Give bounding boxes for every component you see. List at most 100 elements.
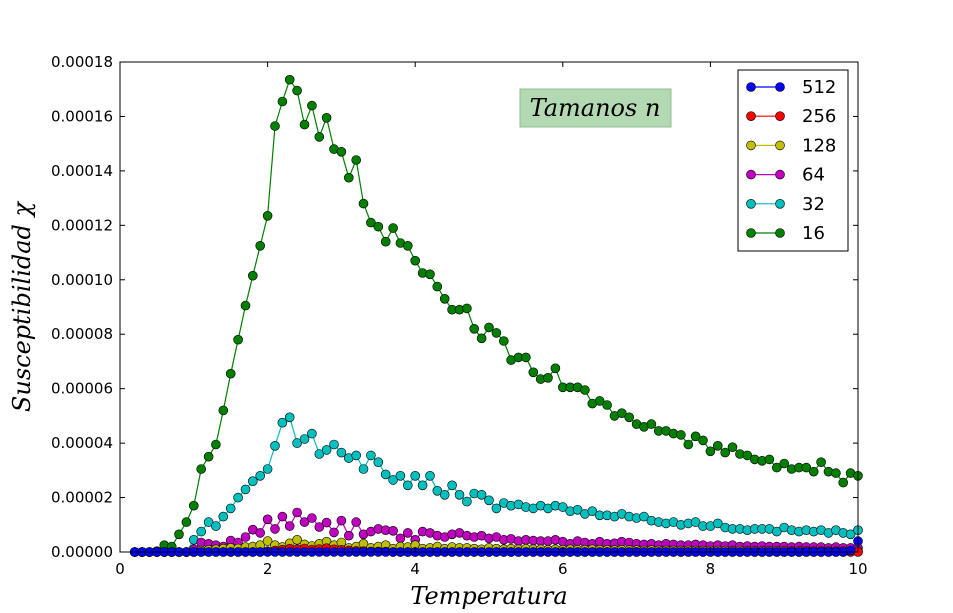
data-point [845,529,856,540]
data-point [572,504,583,515]
data-point [410,255,421,266]
data-point [602,400,612,410]
data-point [801,462,812,473]
plot-frame [119,61,859,553]
data-point [343,530,354,541]
data-point [388,525,398,536]
y-tick-label: 0.00004 [51,434,113,452]
x-tick-label: 2 [263,560,273,578]
data-point [491,503,502,514]
legend-label: 64 [802,165,825,186]
data-point [484,495,494,506]
data-point [255,470,266,481]
data-point [779,458,790,469]
data-point [624,412,635,423]
y-tick-label: 0.00012 [51,216,113,234]
data-point [196,464,206,474]
data-point [299,434,310,444]
data-point [262,536,273,546]
data-point [292,85,302,96]
data-point [314,132,325,142]
data-point [351,155,362,165]
data-point [402,480,413,491]
data-point [211,439,221,450]
data-point [462,496,472,507]
data-point [395,470,406,481]
legend-marker [746,199,756,209]
legend-label: 32 [802,194,825,215]
data-point [808,466,819,477]
data-point [262,464,273,474]
y-axis: 0.00000 0.00002 0.00004 0.00006 0.00008 0.000… [51,53,858,561]
legend-item: 128 [746,135,836,156]
data-point [831,468,841,478]
y-axis-title: Susceptibilidad χ [8,200,36,412]
legend-marker [775,140,785,151]
data-point [314,449,325,459]
data-point [329,439,339,450]
data-point [771,462,782,473]
data-point [528,367,539,378]
data-point [321,445,332,455]
data-point [351,517,362,527]
y-tick-label: 0.00000 [51,543,113,561]
x-tick-label: 0 [115,560,125,578]
data-point [284,412,295,423]
data-point [845,545,856,556]
data-point [240,300,251,311]
data-point [676,430,686,440]
data-point [683,439,694,450]
data-point [454,489,465,500]
data-point [439,293,450,304]
legend-label: 16 [802,223,825,244]
data-point [270,440,280,451]
y-tick-label: 0.00002 [51,489,113,507]
legend-item: 32 [746,194,825,215]
data-point [225,503,236,514]
legend-item: 64 [746,165,825,186]
data-point [277,96,288,107]
data-point [262,211,273,221]
data-point [203,451,214,462]
data-point [402,528,413,538]
data-point [771,526,782,537]
data-point [425,470,435,481]
data-point [432,485,443,496]
data-point [307,100,317,111]
data-point [543,372,553,383]
data-point [402,241,413,251]
data-point [196,526,206,537]
data-point [410,470,421,481]
data-point [727,442,738,453]
series-16 [130,74,863,557]
data-point [447,480,457,491]
data-point [262,514,273,525]
data-point [174,529,184,540]
data-point [491,328,502,338]
legend-marker [775,169,785,180]
legend-marker [746,82,756,92]
data-point [284,521,295,531]
data-point [181,517,192,527]
data-point [336,147,347,157]
legend-marker [775,111,785,121]
data-point [218,511,229,522]
data-point [690,431,701,442]
data-point [432,281,443,292]
data-point [594,396,605,406]
data-point [639,511,649,522]
legend-frame [737,69,849,252]
legend-label: 128 [802,135,836,156]
data-point [307,428,317,439]
data-point [343,172,354,183]
series-32 [130,412,863,557]
data-point [277,417,288,428]
data-point [307,513,317,523]
data-point [329,527,339,538]
data-point [351,450,362,461]
data-point [321,113,332,123]
annotation-box: Tamanos n [519,88,672,128]
y-tick-label: 0.00008 [51,325,113,343]
data-point [550,363,561,374]
